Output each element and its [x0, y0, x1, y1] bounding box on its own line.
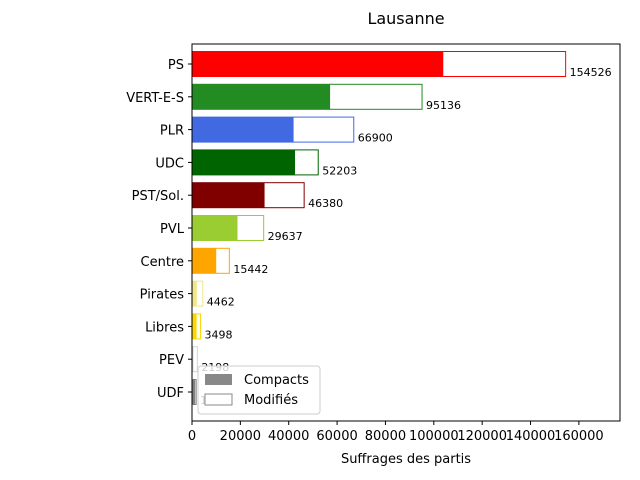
bar-modifies-1: [329, 83, 423, 110]
bar-modifies-5: [236, 215, 265, 241]
bar-modifies-2: [292, 116, 355, 143]
y-tick-label-5: PVL: [160, 222, 185, 237]
bar-modifies-9: [192, 346, 198, 373]
y-tick-label-4: PST/Sol.: [132, 189, 184, 204]
x-tick-label-0: 0: [188, 429, 196, 444]
bar-modifies-0: [442, 51, 567, 77]
bar-modifies-6: [215, 247, 230, 274]
y-tick-label-7: Pirates: [140, 288, 185, 303]
x-tick-label-7: 140000: [506, 429, 556, 444]
bars-group: [191, 51, 567, 405]
x-axis-label: Suffrages des partis: [341, 452, 471, 467]
legend-label-0: Compacts: [244, 373, 309, 388]
legend-label-1: Modifiés: [244, 393, 298, 408]
data-label-8: 3498: [204, 328, 232, 341]
bar-modifies-7: [195, 280, 204, 307]
bar-modifies-8: [195, 313, 201, 340]
x-tick-label-5: 100000: [409, 429, 459, 444]
bar-compacts-1: [192, 83, 330, 110]
bar-compacts-10: [192, 379, 195, 405]
x-tick-label-8: 160000: [554, 429, 604, 444]
bar-compacts-2: [192, 116, 294, 143]
y-tick-label-10: UDF: [157, 386, 184, 401]
chart-title: Lausanne: [367, 9, 444, 28]
bar-compacts-3: [192, 149, 295, 176]
bar-compacts-7: [192, 280, 197, 307]
legend-swatch-1: [204, 393, 233, 406]
data-label-4: 46380: [308, 197, 343, 210]
bar-compacts-4: [192, 182, 265, 209]
x-tick-label-4: 80000: [365, 429, 406, 444]
data-label-3: 52203: [322, 164, 357, 177]
y-tick-label-0: PS: [168, 58, 184, 73]
legend-swatch-0: [205, 374, 232, 385]
bar-compacts-5: [192, 215, 237, 241]
y-tick-label-6: Centre: [141, 255, 184, 270]
y-tick-labels: PS VERT-E-S PLR UDC PST/Sol. PVL Centre Pirates…: [126, 58, 192, 401]
data-label-1: 95136: [426, 99, 461, 112]
y-tick-label-1: VERT-E-S: [126, 91, 184, 106]
y-tick-label-9: PEV: [159, 353, 184, 368]
data-label-0: 154526: [570, 66, 612, 79]
bar-modifies-3: [294, 149, 319, 176]
bar-modifies-4: [263, 182, 305, 209]
y-tick-label-2: PLR: [160, 124, 184, 139]
y-tick-label-8: Libres: [145, 320, 184, 335]
bar-compacts-6: [192, 247, 216, 274]
legend: Compacts Modifiés: [197, 365, 321, 415]
x-tick-label-1: 20000: [220, 429, 261, 444]
data-label-2: 66900: [358, 132, 393, 145]
x-tick-label-2: 40000: [268, 429, 309, 444]
plot-frame: [191, 43, 621, 422]
bar-compacts-8: [192, 313, 197, 340]
x-tick-label-6: 120000: [457, 429, 507, 444]
x-tick-label-3: 60000: [316, 429, 357, 444]
data-label-7: 4462: [207, 296, 235, 309]
data-label-5: 29637: [268, 230, 303, 243]
bar-compacts-0: [192, 51, 443, 77]
x-ticks: 0 20000 40000 60000 80000 1000001200001400001…: [188, 421, 604, 444]
y-tick-label-3: UDC: [155, 156, 184, 171]
data-label-6: 15442: [233, 263, 268, 276]
bar-modifies-10: [194, 379, 197, 405]
